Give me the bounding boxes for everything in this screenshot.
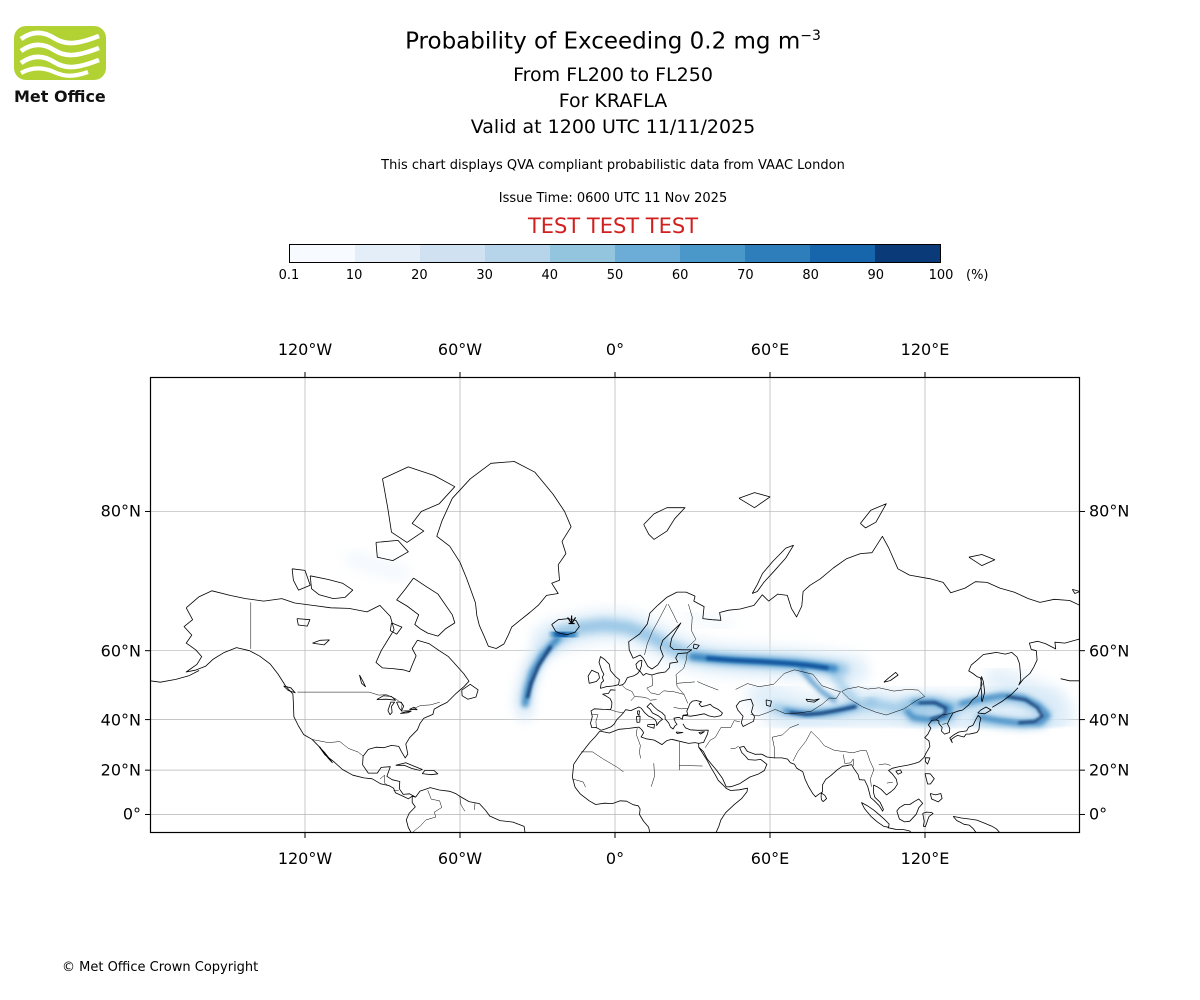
- colorbar-tick: 50: [606, 268, 624, 283]
- colorbar-tick-labels: 0.1 10 20 30 40 50 60 70 80 90 100: [279, 268, 954, 284]
- lon-tick-label-bottom: 120°W: [277, 849, 333, 868]
- flight-level-line: From FL200 to FL250: [513, 64, 713, 86]
- test-banner: TEST TEST TEST: [527, 214, 699, 238]
- colorbar-tick: 40: [541, 268, 559, 283]
- colorbar-tick: 20: [411, 268, 428, 283]
- lat-tick-label-right: 60°N: [1089, 641, 1130, 661]
- colorbar-tick: 100: [928, 268, 954, 283]
- colorbar-tick: 0.1: [278, 268, 300, 283]
- colorbar-segment: [485, 245, 550, 262]
- grid-lines: [150, 377, 1080, 833]
- lon-tick-label-bottom: 120°E: [900, 849, 950, 868]
- lat-tick-label-left: 0°: [122, 804, 141, 824]
- colorbar-segment: [745, 245, 810, 262]
- lon-tick-label-top: 0°: [605, 340, 625, 359]
- colorbar-tick: 30: [476, 268, 493, 283]
- lat-tick-label-left: 20°N: [100, 760, 141, 780]
- colorbar-segment: [615, 245, 680, 262]
- colorbar-segment: [550, 245, 615, 262]
- chart-title-exponent: −3: [800, 28, 821, 44]
- qva-description: This chart displays QVA compliant probab…: [381, 158, 845, 173]
- country-borders: [250, 602, 953, 833]
- lat-tick-label-left: 40°N: [100, 710, 141, 730]
- lon-tick-label-top: 60°W: [437, 340, 483, 359]
- copyright-text: © Met Office Crown Copyright: [62, 960, 259, 975]
- met-office-flag-icon: [14, 26, 106, 80]
- lon-tick-label-top: 120°W: [277, 340, 333, 359]
- colorbar-tick: 80: [802, 268, 819, 283]
- probability-colorbar: [289, 244, 941, 263]
- colorbar-tick: 70: [737, 268, 754, 283]
- issue-time: Issue Time: 0600 UTC 11 Nov 2025: [498, 191, 728, 206]
- colorbar-tick: 10: [345, 268, 363, 283]
- colorbar-unit-label: (%): [966, 268, 989, 283]
- chart-title-text: Probability of Exceeding 0.2 mg m: [405, 28, 801, 55]
- world-map: [145, 372, 1085, 838]
- axis-ticks: [145, 372, 1085, 838]
- lat-tick-label-right: 40°N: [1089, 710, 1130, 730]
- lat-tick-label-left: 60°N: [100, 641, 141, 661]
- colorbar-segment: [680, 245, 745, 262]
- logo-text: Met Office: [14, 87, 106, 106]
- colorbar-segment: [420, 245, 485, 262]
- volcano-marker: [567, 615, 577, 625]
- map-frame: [149, 376, 1081, 834]
- coastlines: [150, 461, 1080, 833]
- colorbar-segment: [290, 245, 355, 262]
- lon-tick-label-top: 120°E: [900, 340, 950, 359]
- colorbar-tick: 60: [671, 268, 689, 283]
- lat-tick-label-right: 80°N: [1089, 501, 1130, 521]
- met-office-logo: Met Office: [14, 26, 124, 106]
- lon-tick-label-bottom: 60°E: [750, 849, 790, 868]
- valid-time-line: Valid at 1200 UTC 11/11/2025: [470, 116, 756, 138]
- colorbar-segment: [355, 245, 420, 262]
- lon-tick-label-top: 60°E: [750, 340, 790, 359]
- volcano-line: For KRAFLA: [558, 90, 668, 112]
- chart-title: Probability of Exceeding 0.2 mg m−3: [26, 28, 1200, 55]
- colorbar-tick: 90: [867, 268, 885, 283]
- lat-tick-label-left: 80°N: [100, 501, 141, 521]
- ash-probability-plume: [344, 551, 1074, 734]
- colorbar-segment: [875, 245, 940, 262]
- lon-tick-label-bottom: 0°: [605, 849, 625, 868]
- lon-tick-label-bottom: 60°W: [437, 849, 483, 868]
- colorbar-segment: [810, 245, 875, 262]
- lat-tick-label-right: 0°: [1089, 804, 1108, 824]
- lat-tick-label-right: 20°N: [1089, 760, 1130, 780]
